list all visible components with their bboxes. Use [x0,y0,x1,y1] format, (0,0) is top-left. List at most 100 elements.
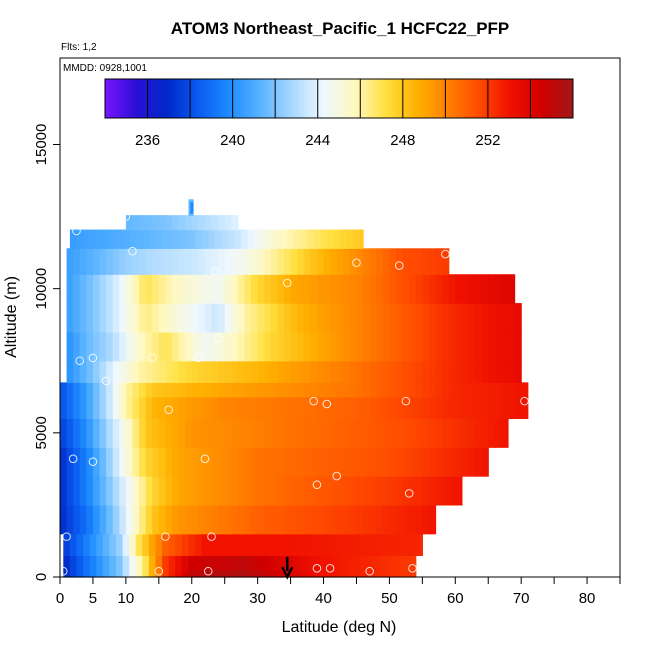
heatmap-cell [270,274,279,304]
heatmap-cell [208,229,216,249]
heatmap-cell [284,396,292,420]
heatmap-cell [376,382,384,398]
heatmap-cell [389,360,397,383]
heatmap-cell [175,229,183,249]
heatmap-cell [287,555,295,571]
sample-point [101,376,111,386]
heatmap-cell [132,303,140,333]
heatmap-cell [260,569,269,578]
colorbar-swatch [248,79,252,118]
colorbar-swatch [435,79,439,118]
heatmap-cell [359,229,364,249]
heatmap-cell [224,418,232,448]
heatmap-cell [323,274,331,304]
heatmap-cell [270,360,279,383]
heatmap-cell [455,303,463,333]
heatmap-cell [228,229,236,249]
heatmap-cell [468,382,476,398]
heatmap-cell [237,382,246,398]
colorbar-swatch [426,79,431,118]
colorbar-swatch [505,79,510,118]
heatmap-cell [76,229,84,249]
x-tick-label: 30 [249,590,266,607]
heatmap-cell [277,396,285,420]
heatmap-cell [349,418,358,448]
heatmap-cell [330,331,338,362]
heatmap-cell [60,396,68,420]
heatmap-cell [284,360,292,383]
heatmap-cell [521,382,529,398]
heatmap-cell [303,360,311,383]
y-axis-label: Altitude (m) [3,276,20,358]
heatmap-cell [323,476,331,506]
heatmap-cell [251,360,259,383]
heatmap-cell [409,447,417,477]
colorbar-swatch [561,79,565,118]
colorbar-swatch [233,79,238,118]
heatmap-cell [442,418,450,448]
heatmap-cell [340,533,348,556]
heatmap-cell [277,303,285,333]
heatmap-cell [152,382,160,398]
heatmap-cell [333,229,341,249]
heatmap-cell [468,360,476,383]
heatmap-cell [102,555,111,571]
colorbar-swatch [429,79,434,118]
heatmap-cell [152,215,160,231]
heatmap-cell [349,504,358,535]
heatmap-cell [185,476,193,506]
heatmap-cell [191,382,199,398]
heatmap-cell [461,382,470,398]
colorbar-swatch [409,79,413,118]
heatmap-cell [316,248,325,275]
heatmap-cell [119,476,127,506]
heatmap-cell [73,382,81,398]
heatmap-cell [69,229,78,249]
heatmap-cell [307,229,315,249]
heatmap-cell [254,555,262,571]
heatmap-cell [218,303,226,333]
heatmap-cell [382,248,391,275]
heatmap-cell [165,331,173,362]
heatmap-cell [461,447,470,477]
heatmap-cell [389,303,397,333]
heatmap-cell [178,215,186,231]
heatmap-cell [237,504,246,535]
heatmap-cell [119,447,127,477]
heatmap-cell [231,331,239,362]
heatmap-cell [323,504,331,535]
heatmap-cell [145,215,153,231]
heatmap-cell [389,476,397,506]
heatmap-cell [369,504,377,535]
heatmap-cell [310,331,318,362]
heatmap-cell [264,360,272,383]
heatmap-cell [376,274,384,304]
x-tick-label: 60 [447,590,464,607]
heatmap-cell [323,382,331,398]
heatmap-cell [66,331,74,362]
colorbar-swatch [400,79,404,118]
heatmap-cell [86,303,94,333]
heatmap-cell [112,504,120,535]
heatmap-cell [185,504,193,535]
colorbar-swatch [365,79,369,118]
heatmap-cell [231,274,239,304]
heatmap-cell [76,569,84,578]
heatmap-cell [145,248,153,275]
heatmap-cell [79,418,87,448]
heatmap-cell [119,360,127,383]
heatmap-cell [435,447,443,477]
heatmap-cell [247,555,255,571]
heatmap-cell [135,229,143,249]
heatmap-cell [316,447,325,477]
heatmap-cell [399,533,407,556]
heatmap-cell [165,382,173,398]
heatmap-cell [241,229,249,249]
sample-point [161,532,170,541]
heatmap-cell [366,569,374,578]
heatmap-cell [86,360,94,383]
y-tick-label: 15000 [33,124,50,166]
colorbar-swatch [257,79,261,118]
colorbar-swatch [298,79,302,118]
heatmap-cell [359,555,367,571]
